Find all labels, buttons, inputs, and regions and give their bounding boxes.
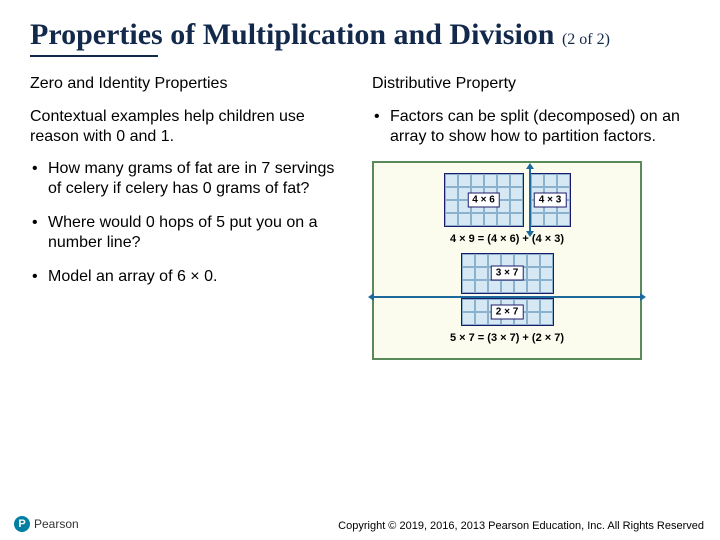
equation-bottom: 5 × 7 = (3 × 7) + (2 × 7) — [380, 332, 634, 344]
left-column: Zero and Identity Properties Contextual … — [30, 75, 348, 360]
pearson-icon: P — [14, 516, 30, 532]
array-2x7: 2 × 7 — [461, 298, 554, 326]
brand-logo: P Pearson — [14, 516, 79, 532]
copyright-footer: Copyright © 2019, 2016, 2013 Pearson Edu… — [338, 520, 704, 532]
diagram-top-split: 4 × 6 4 × 3 — [444, 173, 571, 227]
array-3x7: 3 × 7 — [461, 253, 554, 294]
page-title: Properties of Multiplication and Divisio… — [30, 18, 690, 53]
diagram-top-row: 4 × 6 4 × 3 — [380, 173, 634, 227]
list-item: Factors can be split (decomposed) on an … — [372, 107, 690, 147]
equation-top: 4 × 9 = (4 × 6) + (4 × 3) — [380, 233, 634, 245]
brand-name: Pearson — [34, 517, 79, 531]
array-4x3: 4 × 3 — [530, 173, 571, 227]
right-heading: Distributive Property — [372, 75, 690, 93]
array-label: 2 × 7 — [491, 304, 524, 319]
list-item: Where would 0 hops of 5 put you on a num… — [30, 213, 348, 253]
array-label: 4 × 6 — [467, 192, 500, 207]
distributive-diagram: 4 × 6 4 × 3 4 × 9 = (4 × 6) + (4 × 3) 3 … — [372, 161, 642, 360]
array-4x6: 4 × 6 — [444, 173, 524, 227]
list-item: Model an array of 6 × 0. — [30, 267, 348, 287]
right-column: Distributive Property Factors can be spl… — [372, 75, 690, 360]
left-heading: Zero and Identity Properties — [30, 75, 348, 93]
split-arrow-vertical — [529, 167, 531, 233]
right-bullet-list: Factors can be split (decomposed) on an … — [372, 107, 690, 147]
diagram-bottom-row: 3 × 7 2 × 7 — [380, 253, 634, 326]
array-label: 4 × 3 — [534, 192, 567, 207]
title-underline — [30, 55, 158, 57]
title-subtitle: (2 of 2) — [562, 31, 610, 48]
array-label: 3 × 7 — [491, 266, 524, 281]
title-text: Properties of Multiplication and Divisio… — [30, 18, 554, 51]
list-item: How many grams of fat are in 7 servings … — [30, 159, 348, 199]
left-bullet-list: How many grams of fat are in 7 servings … — [30, 159, 348, 287]
split-arrow-horizontal — [372, 296, 642, 298]
left-intro: Contextual examples help children use re… — [30, 107, 348, 147]
